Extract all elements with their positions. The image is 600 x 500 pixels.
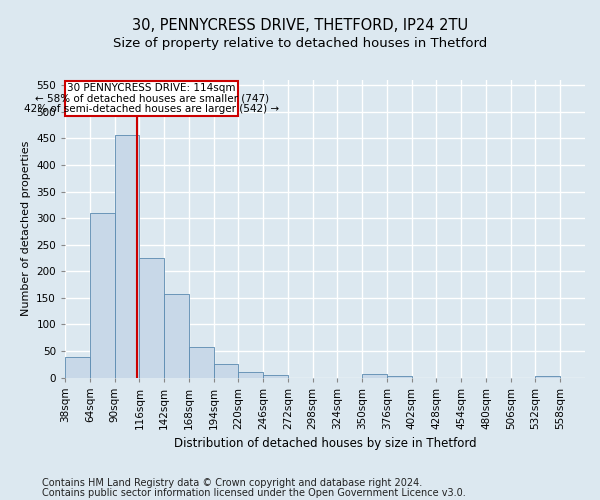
Text: 30 PENNYCRESS DRIVE: 114sqm: 30 PENNYCRESS DRIVE: 114sqm	[67, 83, 236, 93]
Bar	[90, 213, 115, 378]
Text: Size of property relative to detached houses in Thetford: Size of property relative to detached ho…	[113, 38, 487, 51]
Text: 42% of semi-detached houses are larger (542) →: 42% of semi-detached houses are larger (…	[24, 104, 279, 115]
Text: 30, PENNYCRESS DRIVE, THETFORD, IP24 2TU: 30, PENNYCRESS DRIVE, THETFORD, IP24 2TU	[132, 18, 468, 32]
Bar	[139, 258, 164, 378]
Bar	[115, 134, 139, 378]
Bar	[189, 347, 214, 378]
Text: ← 58% of detached houses are smaller (747): ← 58% of detached houses are smaller (74…	[35, 94, 269, 104]
Text: Contains HM Land Registry data © Crown copyright and database right 2024.: Contains HM Land Registry data © Crown c…	[42, 478, 422, 488]
Bar	[65, 358, 90, 378]
X-axis label: Distribution of detached houses by size in Thetford: Distribution of detached houses by size …	[174, 437, 476, 450]
Bar	[65, 81, 238, 116]
Bar	[164, 294, 189, 378]
Bar	[214, 364, 238, 378]
Text: Contains public sector information licensed under the Open Government Licence v3: Contains public sector information licen…	[42, 488, 466, 498]
Bar	[535, 376, 560, 378]
Bar	[263, 375, 288, 378]
Bar	[238, 372, 263, 378]
Bar	[387, 376, 412, 378]
Bar	[362, 374, 387, 378]
Y-axis label: Number of detached properties: Number of detached properties	[21, 141, 31, 316]
